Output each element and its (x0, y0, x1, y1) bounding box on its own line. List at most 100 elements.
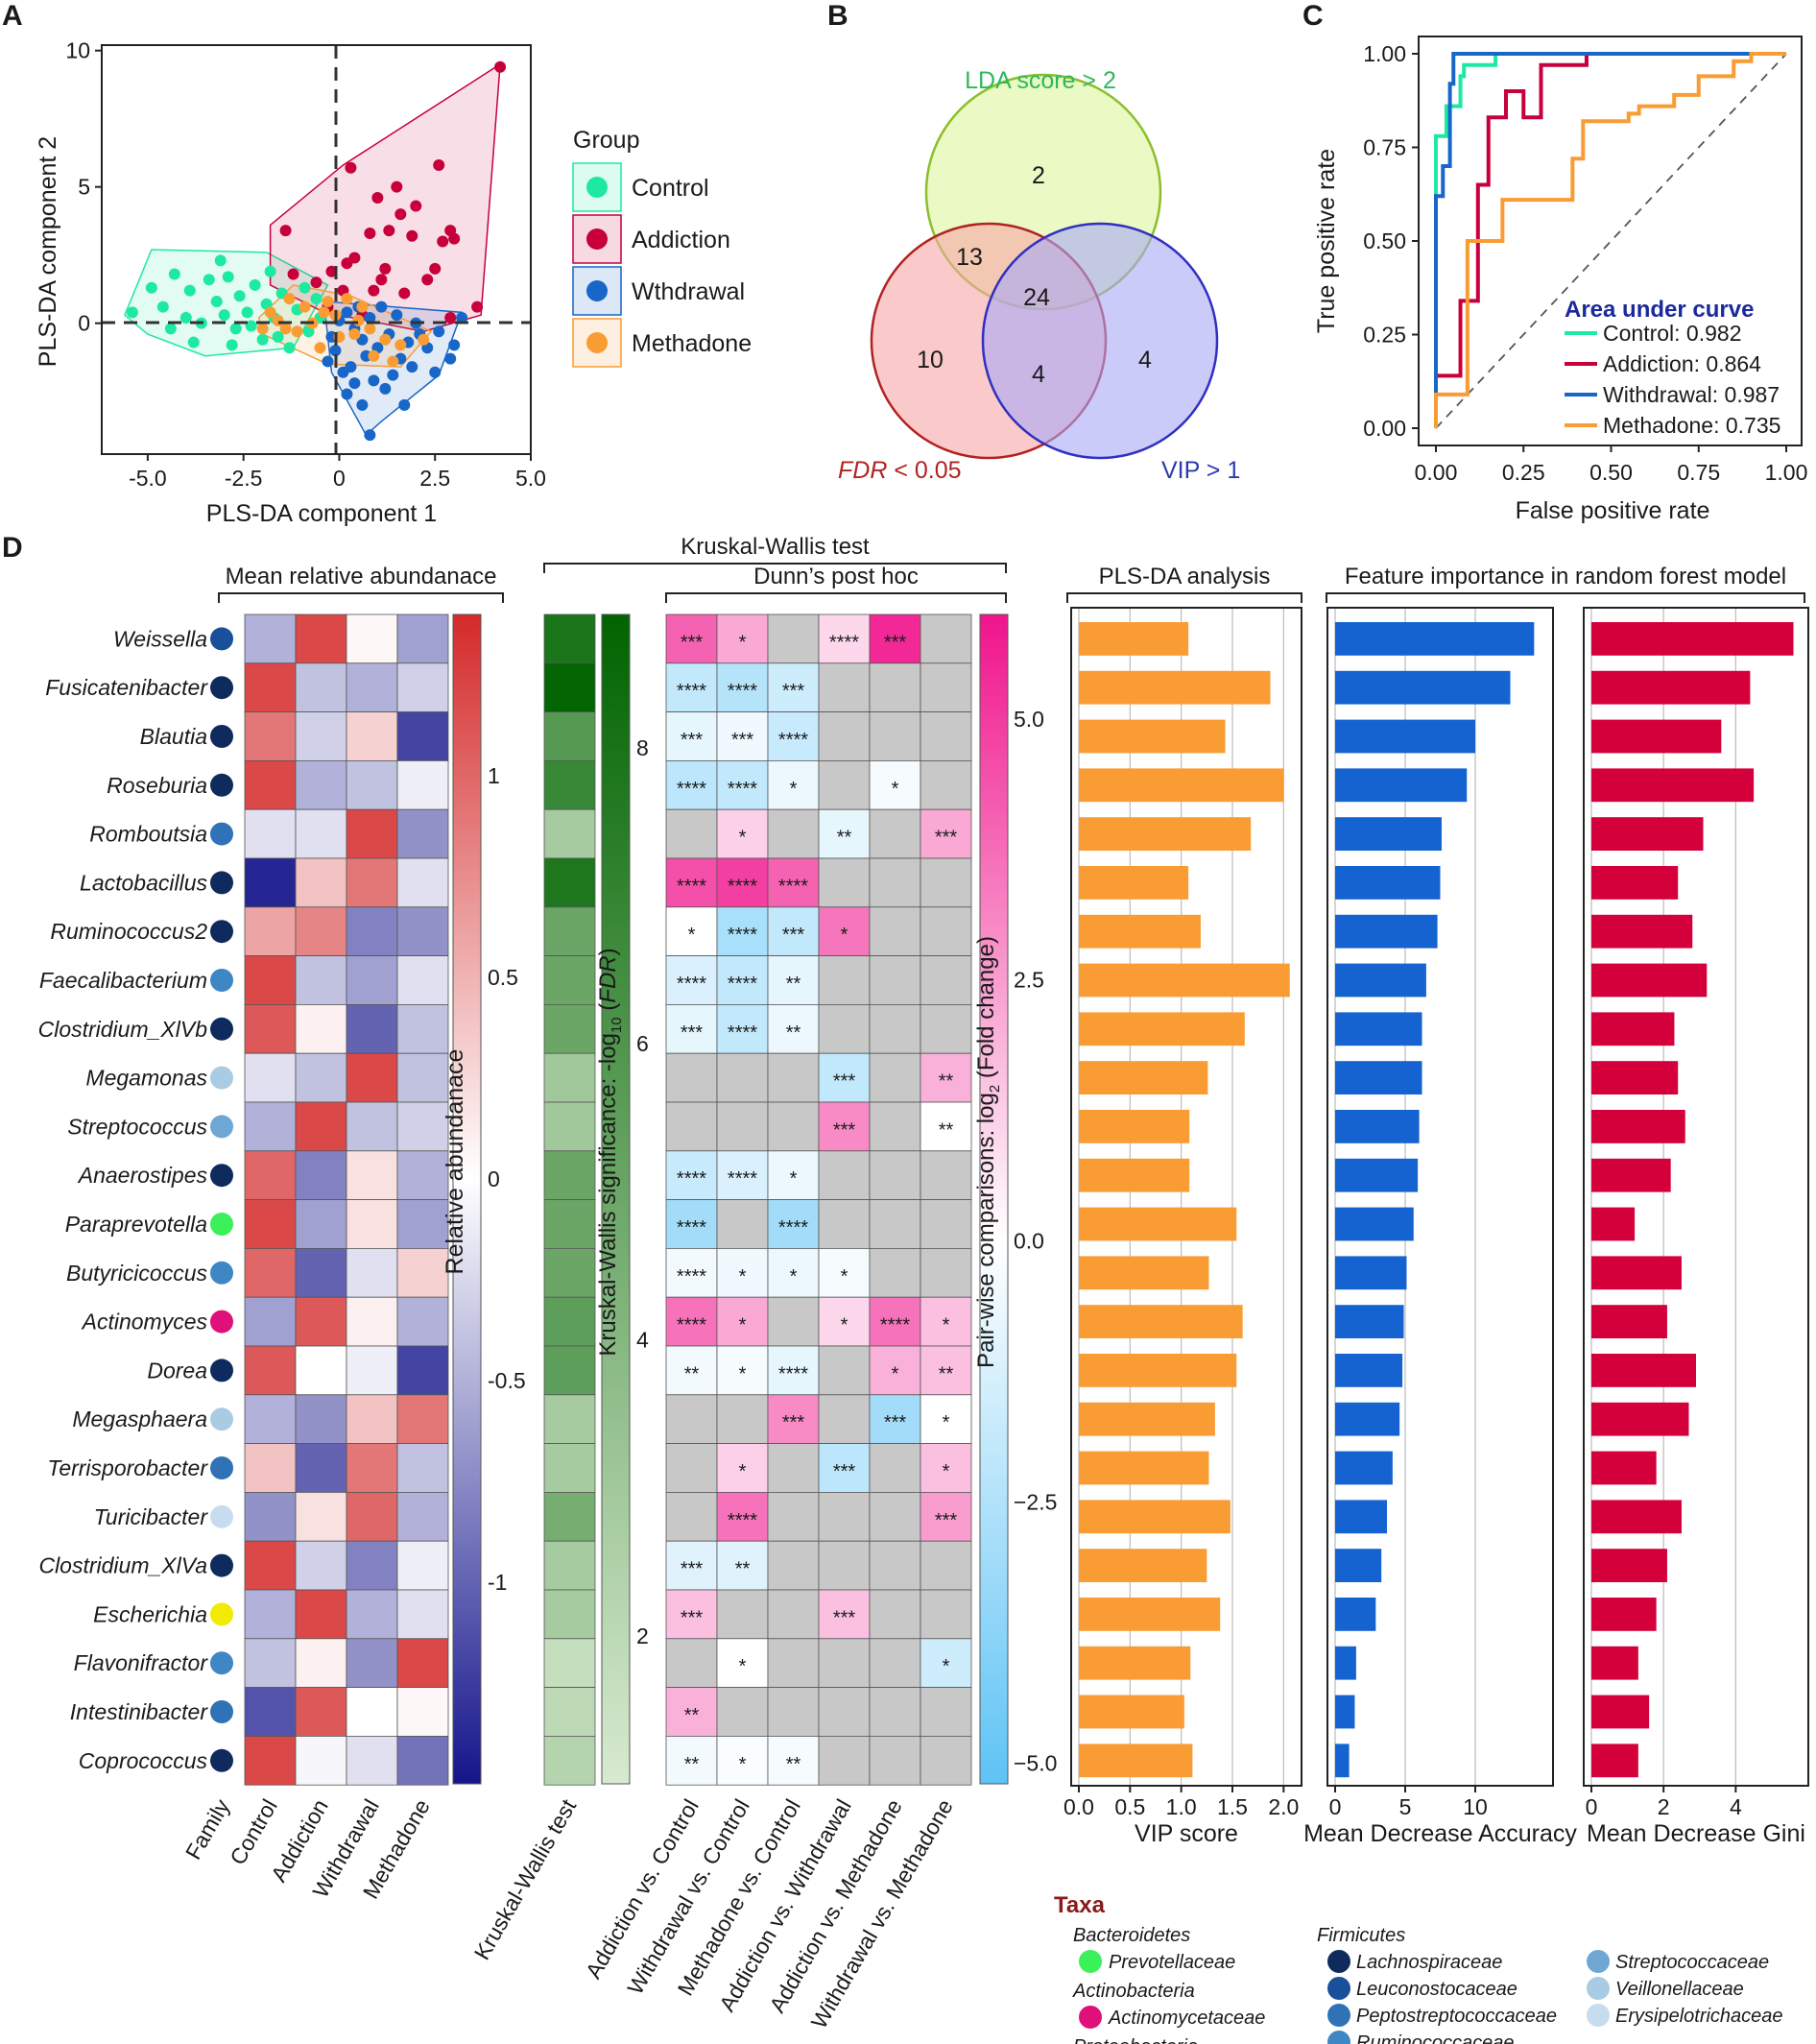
fold-change-cell (869, 662, 921, 712)
genus-label: Intestinibacter (70, 1699, 209, 1724)
vip-bar (1079, 1646, 1191, 1680)
abundance-cell (295, 1394, 347, 1445)
fold-change-cell (767, 857, 820, 908)
fold-change-cell (818, 1492, 871, 1542)
significance-stars: * (841, 1266, 848, 1287)
fold-change-cell (665, 662, 718, 712)
fold-change-cell (767, 1589, 820, 1640)
significance-stars: *** (833, 1071, 856, 1093)
point-control-11 (229, 323, 242, 335)
dunn-posthoc-grid: *** * **** ******* **** ****** *** ******** ****… (665, 613, 972, 1786)
vip-bar (1079, 817, 1252, 851)
point-wthdrawal-33 (356, 398, 369, 411)
abundance-cell (396, 613, 449, 664)
gini-bar (1591, 1598, 1657, 1631)
significance-stars: *** (681, 1022, 704, 1044)
vip-bar (1079, 1354, 1237, 1387)
point-wthdrawal-1 (398, 398, 411, 411)
significance-stars: * (739, 1754, 747, 1775)
abundance-cell (295, 760, 347, 810)
fold-change-cell (716, 1589, 769, 1640)
point-control-15 (256, 333, 269, 346)
family-dot (210, 1553, 233, 1577)
kw-tick: 8 (636, 735, 649, 760)
point-control-28 (214, 254, 227, 267)
point-wthdrawal-9 (368, 374, 380, 387)
significance-stars: *** (782, 925, 805, 946)
fold-change-cell (920, 1492, 972, 1542)
abundance-cell (396, 760, 449, 810)
fold-change-cell (869, 1540, 921, 1591)
gini-bar (1591, 1743, 1638, 1778)
fold-change-cell (920, 662, 972, 712)
significance-stars: **** (778, 1217, 808, 1238)
gini-bar (1591, 1354, 1696, 1387)
fold-change-cell (818, 1101, 871, 1152)
point-methadone-4 (291, 325, 303, 338)
significance-stars: * (739, 828, 747, 849)
significance-stars: *** (833, 1461, 856, 1482)
point-methadone-17 (418, 333, 430, 346)
significance-stars: **** (728, 1168, 757, 1190)
fold-change-cell (818, 955, 871, 1005)
fold-change-cell (767, 711, 820, 761)
significance-stars: **** (677, 1266, 706, 1287)
kw-legend-prefix: Kruskal-Wallis significance: -log (595, 1033, 621, 1357)
phylum-actinobacteria: Actinobacteria (1072, 1981, 1195, 2002)
accuracy-bar (1335, 1158, 1419, 1192)
fold-change-cell (716, 1736, 769, 1786)
vip-bar (1079, 1549, 1207, 1582)
abundance-cell (295, 711, 347, 761)
family-dot (210, 822, 233, 846)
x-tick-label: 10 (1463, 1794, 1488, 1819)
plot-frame (1070, 607, 1302, 1787)
x-tick-label: 2 (1658, 1794, 1670, 1819)
point-methadone-11 (341, 293, 353, 305)
family-dot (210, 1359, 233, 1383)
gini-bar (1591, 768, 1755, 803)
gini-bar (1591, 1207, 1636, 1241)
kw-cell (543, 1345, 596, 1396)
abundance-cell (295, 1345, 347, 1396)
plot-frame (1326, 607, 1554, 1787)
family-ruminococcaceae: Ruminococcaceae (1356, 2032, 1515, 2044)
abundance-cell (244, 1345, 297, 1396)
accuracy-bar (1335, 719, 1475, 754)
significance-stars: * (943, 1315, 950, 1336)
abundance-cell (346, 1199, 398, 1249)
point-addiction-10 (421, 274, 434, 286)
accuracy-axis-title: Mean Decrease Accuracy (1303, 1820, 1577, 1847)
significance-stars: *** (681, 632, 704, 653)
point-addiction-8 (371, 192, 384, 204)
fold-change-cell (716, 857, 769, 908)
fold-change-cell (920, 808, 972, 859)
fold-change-cell (767, 760, 820, 810)
family-swatch-veillonellaceae (1587, 1977, 1610, 2000)
fold-change-cell (920, 1540, 972, 1591)
point-wthdrawal-29 (387, 369, 399, 381)
gini-bar (1591, 1110, 1685, 1143)
y-tick-label: 0 (78, 311, 90, 336)
accuracy-bar (1335, 963, 1426, 998)
family-streptococcaceae: Streptococcaceae (1615, 1952, 1769, 1973)
x-tick-label: 0.0 (1063, 1794, 1094, 1819)
legend-dot-addiction (586, 228, 608, 250)
point-wthdrawal-32 (406, 361, 418, 373)
abundance-cell (346, 1101, 398, 1152)
kw-cell (543, 1638, 596, 1689)
abundance-cell (244, 1150, 297, 1201)
kw-cell (543, 1589, 596, 1640)
significance-stars: * (739, 1315, 747, 1336)
kw-cell (543, 711, 596, 761)
point-wthdrawal-28 (375, 301, 388, 313)
abundance-cell (295, 613, 347, 664)
point-methadone-8 (322, 295, 334, 307)
significance-stars: **** (728, 876, 757, 897)
genus-label: Faecalibacterium (39, 968, 207, 993)
family-dot (210, 1310, 233, 1334)
point-control-26 (226, 339, 238, 351)
point-control-27 (264, 265, 276, 277)
venn-count-all: 24 (1023, 284, 1050, 311)
genus-label: Ruminococcus2 (50, 919, 207, 944)
